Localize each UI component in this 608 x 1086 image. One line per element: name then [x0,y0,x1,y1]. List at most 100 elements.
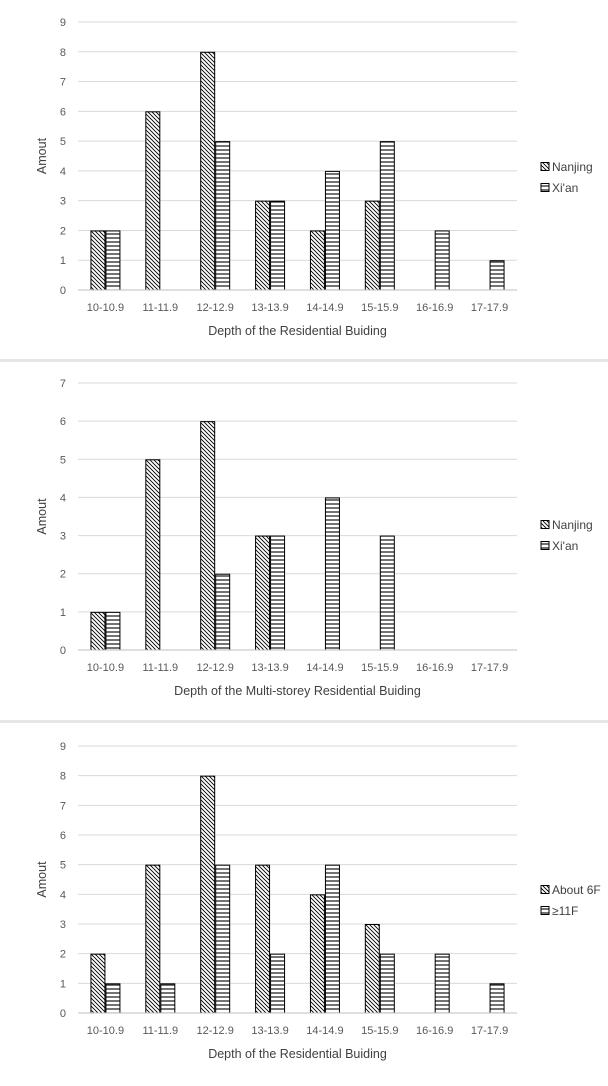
chart-2-legend: Nanjing Xi'an [540,518,593,553]
x-tick-label: 17-17.9 [471,302,508,314]
chart-2-y-axis-title: Amout [35,498,49,535]
x-tick-label: 17-17.9 [471,662,508,674]
panel-divider-2 [0,720,608,723]
y-tick-label: 5 [60,136,66,148]
bar-1-15-15.9 [364,924,380,1014]
bar-1-13-13.9 [255,864,271,1014]
bar-2-13-13.9 [270,535,286,651]
bar-2-12-12.9 [215,864,231,1014]
bar-2-12-12.9 [215,141,231,291]
bar-1-10-10.9 [90,953,106,1014]
bar-2-16-16.9 [434,230,450,291]
x-tick-label: 17-17.9 [471,1025,508,1037]
bar-2-11-11.9 [160,983,176,1014]
y-tick-label: 8 [60,771,66,783]
chart-3-gridlines [78,745,517,984]
chart-2-legend-swatch-series-1 [540,520,550,529]
y-tick-label: 0 [60,645,66,657]
y-tick-label: 7 [60,378,66,390]
x-tick-label: 15-15.9 [361,1025,398,1037]
chart-1-legend: Nanjing Xi'an [540,160,593,195]
chart-3-legend-label-series-1: About 6F [552,883,601,897]
x-tick-label: 16-16.9 [416,302,453,314]
chart-2-svg: 0 1 2 3 4 5 6 7 10-10.9 11-11.9 12-12.9 13-13.9 14-… [35,378,593,698]
chart-3-y-ticks: 0 1 2 3 4 5 6 7 8 9 [60,741,66,1020]
bar-1-14-14.9 [309,894,325,1014]
y-tick-label: 9 [60,741,66,753]
bar-2-12-12.9 [215,573,231,651]
chart-2-bars [90,421,395,651]
bar-2-13-13.9 [270,953,286,1014]
x-tick-label: 16-16.9 [416,662,453,674]
chart-1-gridlines [78,21,517,261]
y-tick-label: 4 [60,166,66,178]
x-tick-label: 11-11.9 [142,1025,178,1037]
chart-3-x-ticks: 10-10.9 11-11.9 12-12.9 13-13.9 14-14.9 15-15… [87,1025,508,1037]
bar-2-17-17.9 [489,260,505,291]
y-tick-label: 1 [60,978,66,990]
x-tick-label: 13-13.9 [251,302,288,314]
bar-1-12-12.9 [200,421,216,651]
x-tick-label: 13-13.9 [251,1025,288,1037]
y-tick-label: 4 [60,889,66,901]
x-tick-label: 14-14.9 [306,302,343,314]
chart-1-y-axis-title: Amout [35,137,49,174]
chart-3-legend-swatch-series-1 [540,885,550,894]
x-tick-label: 12-12.9 [197,302,234,314]
x-tick-label: 11-11.9 [142,302,178,314]
chart-3-legend-swatch-series-2 [540,906,550,915]
y-tick-label: 3 [60,196,66,208]
chart-2-x-ticks: 10-10.9 11-11.9 12-12.9 13-13.9 14-14.9 15-15… [87,662,508,674]
chart-3-legend: About 6F ≥11F [540,883,601,918]
bar-2-14-14.9 [324,864,340,1014]
bar-1-13-13.9 [255,200,271,291]
x-tick-label: 10-10.9 [87,302,124,314]
bar-2-13-13.9 [270,200,286,291]
x-tick-label: 10-10.9 [87,662,124,674]
bar-2-10-10.9 [105,230,121,291]
y-tick-label: 0 [60,285,66,297]
chart-1-legend-label-series-2: Xi'an [552,181,578,195]
bar-2-17-17.9 [489,983,505,1014]
panel-divider-1 [0,359,608,362]
y-tick-label: 9 [60,17,66,29]
chart-3-x-axis-title: Depth of the Residential Buiding [208,1047,387,1061]
chart-2-gridlines [78,382,517,613]
chart-2-legend-label-series-2: Xi'an [552,539,578,553]
bar-2-14-14.9 [324,170,340,291]
chart-1-legend-label-series-1: Nanjing [552,160,593,174]
x-tick-label: 11-11.9 [142,662,178,674]
y-tick-label: 1 [60,607,66,619]
y-tick-label: 7 [60,800,66,812]
y-tick-label: 6 [60,416,66,428]
chart-2-y-ticks: 0 1 2 3 4 5 6 7 [60,378,66,657]
bar-2-15-15.9 [379,953,395,1014]
bar-2-14-14.9 [324,497,340,651]
chart-1-x-ticks: 10-10.9 11-11.9 12-12.9 13-13.9 14-14.9 15-15… [87,302,508,314]
chart-1-y-ticks: 0 1 2 3 4 5 6 7 8 9 [60,17,66,297]
x-tick-label: 10-10.9 [87,1025,124,1037]
x-tick-label: 14-14.9 [306,1025,343,1037]
y-tick-label: 0 [60,1008,66,1020]
y-tick-label: 3 [60,919,66,931]
bar-1-11-11.9 [145,864,161,1014]
y-tick-label: 6 [60,106,66,118]
chart-1-bars [90,51,505,291]
bar-2-15-15.9 [379,535,395,651]
bar-1-10-10.9 [90,611,106,651]
x-tick-label: 16-16.9 [416,1025,453,1037]
bar-1-12-12.9 [200,775,216,1014]
bar-1-11-11.9 [145,111,161,291]
bar-1-10-10.9 [90,230,106,291]
y-tick-label: 5 [60,860,66,872]
chart-1-legend-swatch-series-1 [540,162,550,171]
x-tick-label: 12-12.9 [197,662,234,674]
bar-2-10-10.9 [105,611,121,651]
chart-3-bars [90,775,505,1014]
y-tick-label: 2 [60,949,66,961]
